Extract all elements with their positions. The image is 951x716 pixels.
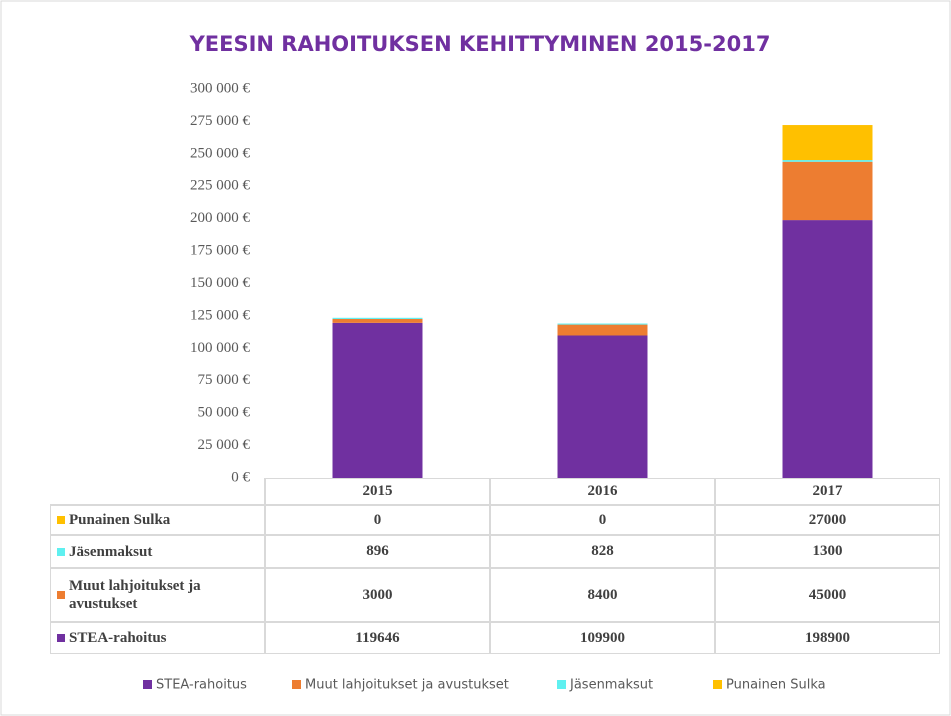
table-row-label: Muut lahjoitukset ja avustukset xyxy=(50,568,265,622)
y-tick-label: 75 000 € xyxy=(198,372,251,388)
legend-label: Punainen Sulka xyxy=(726,678,826,693)
bar-segment xyxy=(557,335,648,478)
y-tick-label: 225 000 € xyxy=(190,178,251,194)
legend-key xyxy=(57,634,65,642)
table-value: 27000 xyxy=(715,505,940,535)
y-tick-label: 25 000 € xyxy=(198,437,251,453)
y-tick-label: 300 000 € xyxy=(190,80,251,96)
table-value: 119646 xyxy=(265,622,490,654)
series-name: Punainen Sulka xyxy=(69,512,171,528)
table-header: 2017 xyxy=(715,478,940,505)
legend-swatch xyxy=(557,680,566,689)
table-value: 3000 xyxy=(265,568,490,622)
bar-segment xyxy=(782,125,873,161)
table-value: 0 xyxy=(490,505,715,535)
legend-swatch xyxy=(292,680,301,689)
legend-key xyxy=(57,591,65,599)
y-tick-label: 250 000 € xyxy=(190,145,251,161)
table-header: 2016 xyxy=(490,478,715,505)
bar-segment xyxy=(557,324,648,336)
table-value: 896 xyxy=(265,535,490,568)
table-value: 1300 xyxy=(715,535,940,568)
chart-title: YEESIN RAHOITUKSEN KEHITTYMINEN 2015-201… xyxy=(189,32,771,56)
y-tick-label: 100 000 € xyxy=(190,340,251,356)
legend-label: Muut lahjoitukset ja avustukset xyxy=(305,678,509,693)
bar-segment xyxy=(332,317,423,319)
legend-label: Jäsenmaksut xyxy=(569,678,653,693)
y-tick-label: 125 000 € xyxy=(190,307,251,323)
table-row-label: STEA-rahoitus xyxy=(50,622,265,654)
bar-segment xyxy=(332,318,423,323)
y-tick-label: 275 000 € xyxy=(190,113,251,129)
table-value: 198900 xyxy=(715,622,940,654)
bar-segment xyxy=(782,161,873,221)
legend-label: STEA-rahoitus xyxy=(156,678,247,693)
bar-segment xyxy=(782,220,873,478)
y-tick-label: 150 000 € xyxy=(190,275,251,291)
table-row-label: Punainen Sulka xyxy=(50,505,265,535)
series-name: Jäsenmaksut xyxy=(69,543,153,560)
table-header: 2015 xyxy=(265,478,490,505)
legend-swatch xyxy=(713,680,722,689)
series-name: Muut lahjoitukset ja avustukset xyxy=(69,578,201,612)
table-corner xyxy=(50,478,265,505)
legend-swatch xyxy=(143,680,152,689)
y-tick-label: 175 000 € xyxy=(190,243,251,259)
bar-segment xyxy=(557,323,648,325)
legend-key xyxy=(57,516,65,524)
table-value: 828 xyxy=(490,535,715,568)
legend-key xyxy=(57,547,65,556)
y-tick-label: 200 000 € xyxy=(190,210,251,226)
y-tick-label: 50 000 € xyxy=(198,405,251,421)
table-value: 0 xyxy=(265,505,490,535)
series-name: STEA-rahoitus xyxy=(69,630,167,646)
table-value: 109900 xyxy=(490,622,715,654)
y-tick-label: 0 € xyxy=(231,469,250,485)
bar-segment xyxy=(332,322,423,478)
bar-segment xyxy=(782,160,873,162)
table-value: 8400 xyxy=(490,568,715,622)
table-value: 45000 xyxy=(715,568,940,622)
table-row-label: Jäsenmaksut xyxy=(50,535,265,568)
